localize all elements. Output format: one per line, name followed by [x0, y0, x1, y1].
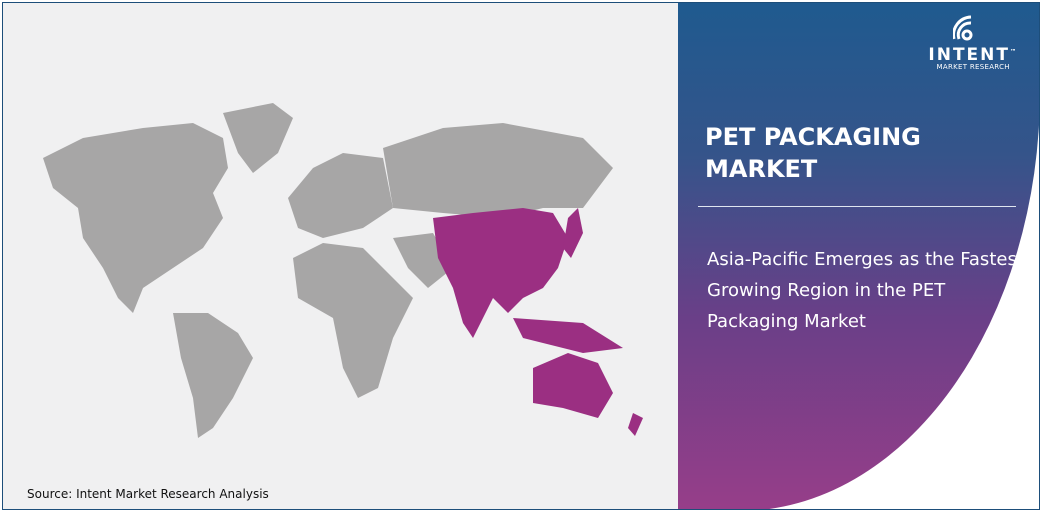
north-america	[43, 123, 228, 313]
intent-logo: INTENT™ MARKET RESEARCH	[928, 15, 1018, 71]
logo-subtitle: MARKET RESEARCH	[936, 63, 1010, 71]
signal-icon	[952, 15, 973, 41]
greenland	[223, 103, 293, 173]
world-map	[43, 103, 643, 438]
page-title: PET PACKAGING MARKET	[705, 123, 921, 183]
new-zealand	[628, 413, 643, 436]
southeast-asia-islands	[513, 318, 623, 353]
map-panel: Source: Intent Market Research Analysis	[3, 3, 678, 509]
source-caption: Source: Intent Market Research Analysis	[27, 487, 269, 501]
asia	[433, 208, 568, 338]
africa	[293, 243, 413, 398]
australia	[533, 353, 613, 418]
europe	[288, 153, 393, 238]
other-regions	[43, 103, 613, 438]
logo-name: INTENT™	[928, 45, 1018, 65]
divider	[698, 206, 1016, 207]
south-america	[173, 313, 253, 438]
headline: Asia-Pacific Emerges as the Fastest Grow…	[707, 249, 1024, 332]
asia-pacific-region	[433, 208, 643, 436]
japan	[563, 208, 583, 258]
